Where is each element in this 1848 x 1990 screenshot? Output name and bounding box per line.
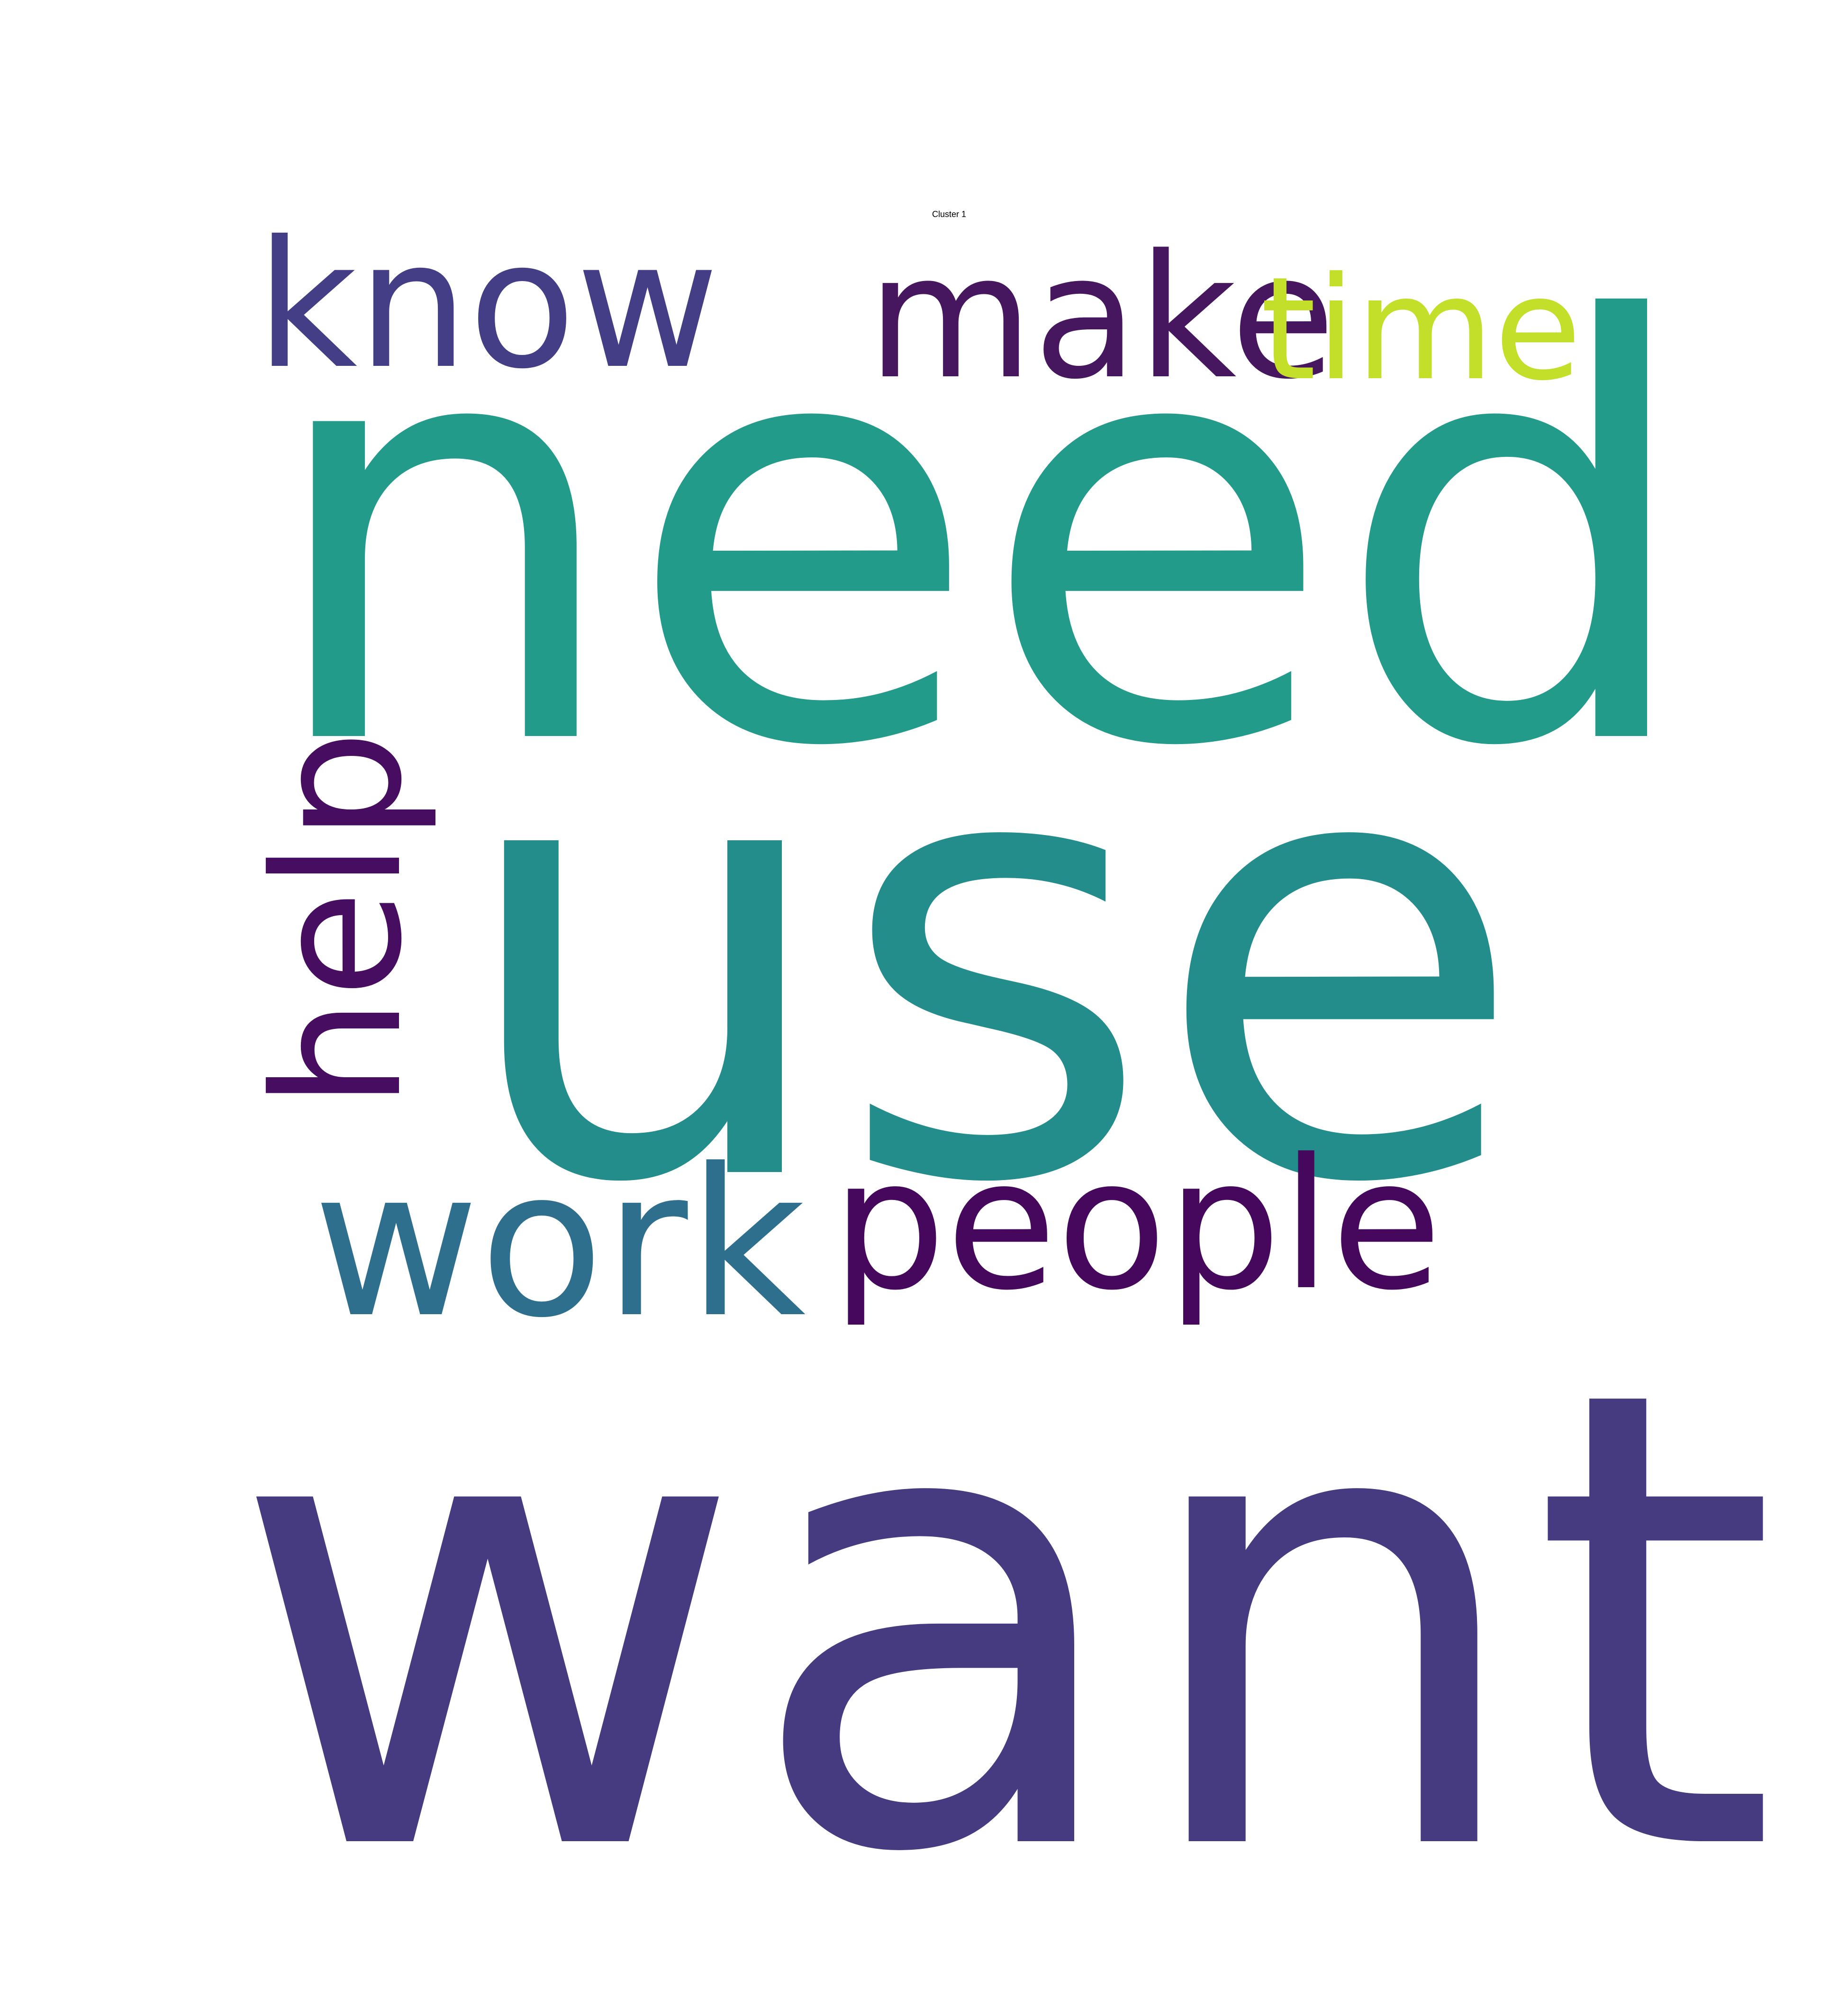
word-know: know — [256, 204, 719, 408]
word-time: time — [1260, 246, 1582, 412]
word-want: want — [230, 1256, 1778, 1990]
word-work: work — [313, 1126, 806, 1363]
word-help: help — [237, 730, 441, 1109]
word-need: need — [261, 201, 1700, 872]
word-cloud-canvas: Cluster 1 need know make time use help w… — [230, 201, 1778, 1938]
word-make: make — [867, 218, 1336, 417]
word-people: people — [832, 1120, 1442, 1330]
word-use: use — [453, 609, 1526, 1315]
cloud-title: Cluster 1 — [932, 209, 967, 219]
